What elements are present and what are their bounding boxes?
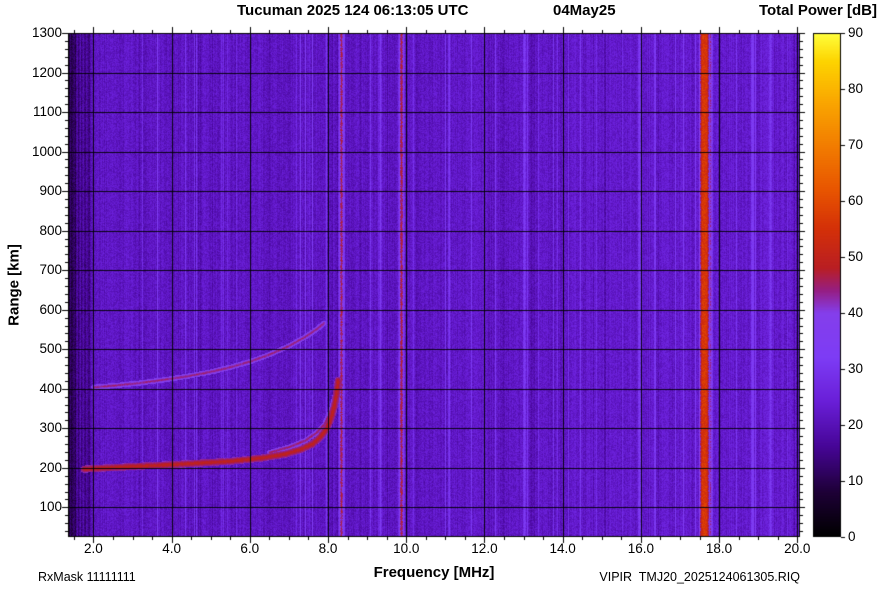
y-tick-label: 1100 [32,104,62,120]
rx-mask-label: RxMask 11111111 [38,570,136,584]
colorbar-tick-label: 40 [848,305,864,320]
x-tick-label: 6.0 [240,541,260,556]
y-tick-label: 100 [39,499,62,515]
y-tick-label: 500 [39,341,62,357]
colorbar-tick-label: 30 [848,361,864,376]
x-tick-label: 8.0 [318,541,338,556]
colorbar-tick-label: 0 [848,529,856,544]
x-tick-label: 12.0 [471,541,498,556]
colorbar-tick-label: 20 [848,417,864,432]
x-tick-label: 2.0 [84,541,103,556]
plot-date: 04May25 [553,2,616,19]
x-tick-label: 20.0 [784,541,811,556]
y-tick-label: 600 [39,301,62,317]
x-tick-label: 18.0 [705,541,733,556]
x-tick-label: 14.0 [549,541,576,556]
x-tick-label: 16.0 [627,541,654,556]
y-tick-label: 900 [39,183,62,199]
y-tick-label: 1300 [31,25,62,40]
colorbar-tick-label: 50 [848,249,864,264]
colorbar-tick-label: 10 [848,473,864,488]
y-tick-label: 1200 [31,64,62,80]
colorbar-tick-label: 90 [848,25,864,40]
colorbar-tick-label: 60 [848,193,864,208]
x-axis-title: Frequency [MHz] [373,564,495,581]
x-tick-label: 10.0 [393,541,420,556]
filename-label: VIPIR TMJ20_2025124061305.RIQ [599,570,800,584]
y-tick-label: 800 [39,222,62,238]
colorbar-tick-label: 80 [848,81,864,96]
y-tick-label: 400 [39,380,62,396]
y-tick-label: 1000 [31,143,62,159]
x-tick-label: 4.0 [162,541,181,556]
y-tick-label: 200 [39,459,62,475]
y-tick-label: 700 [39,262,62,278]
plot-title: Tucuman 2025 124 06:13:05 UTC [237,2,469,19]
colorbar-tick-label: 70 [848,137,864,152]
colorbar-title: Total Power [dB] [758,2,877,19]
y-tick-label: 300 [39,420,62,436]
